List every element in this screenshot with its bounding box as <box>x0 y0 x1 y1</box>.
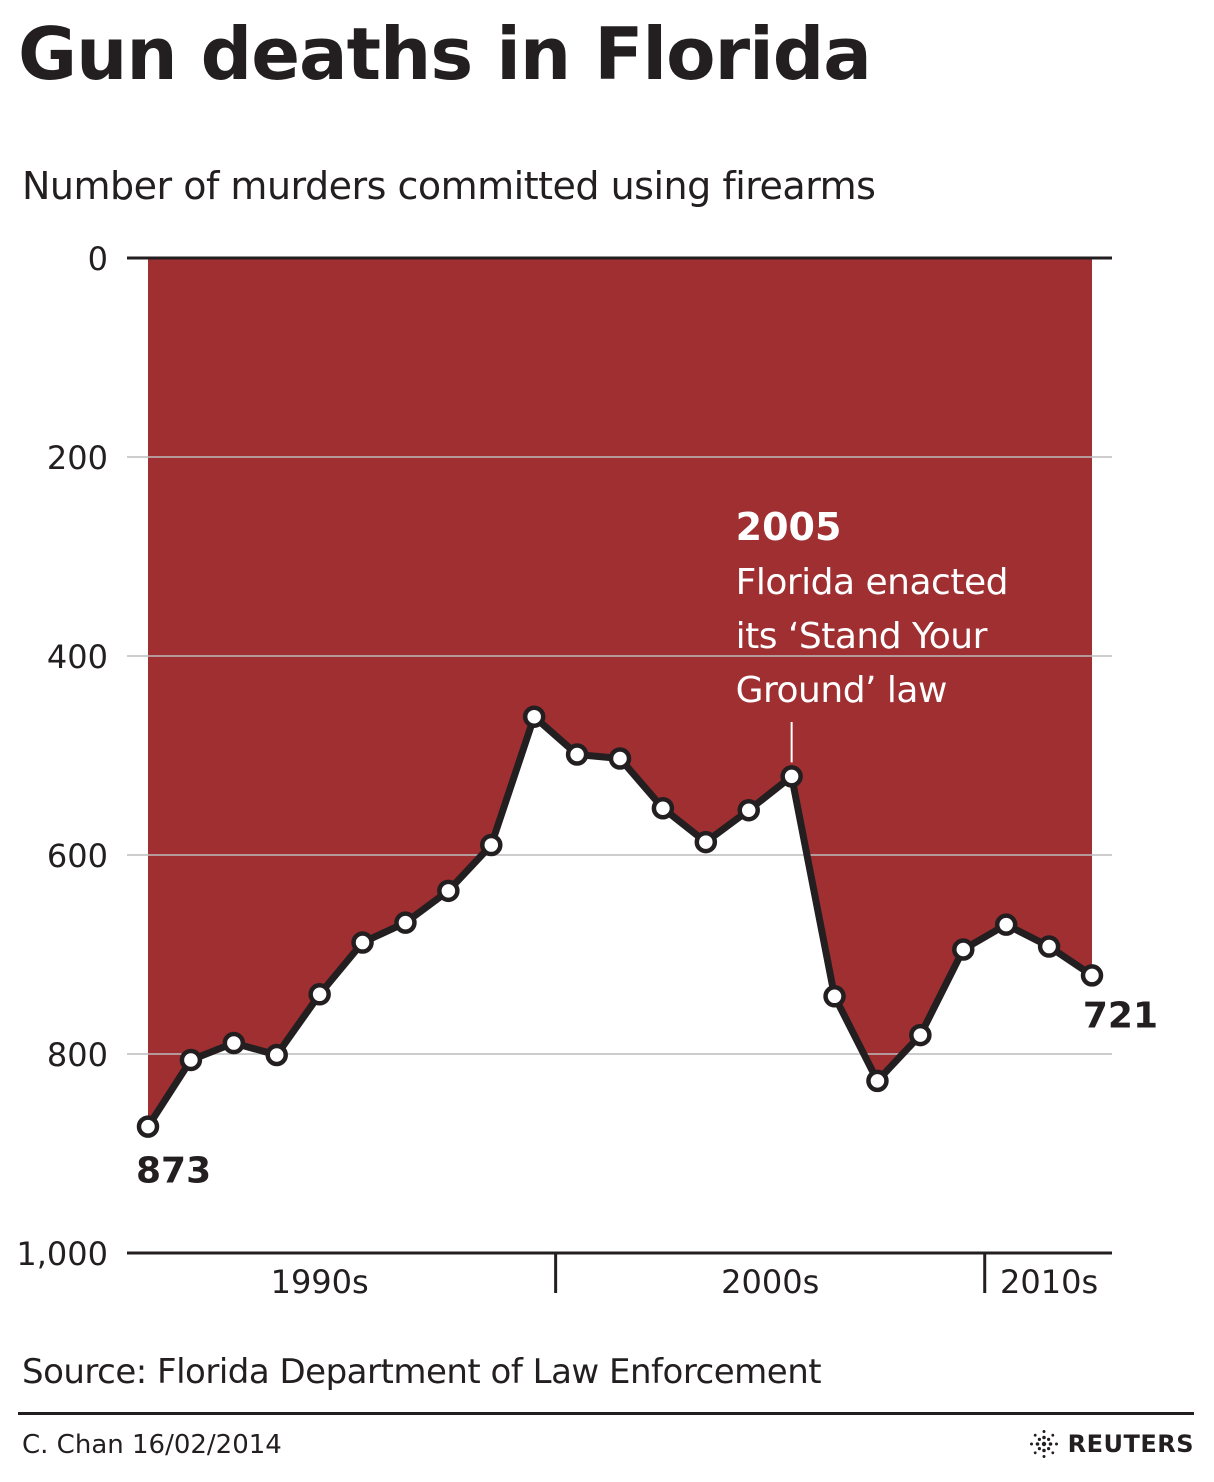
data-point <box>136 1115 160 1138</box>
x-tick-label: 1990s <box>271 1263 369 1301</box>
reuters-dot-logo-icon <box>1029 1430 1058 1458</box>
end-value-label: 721 <box>1083 995 1158 1036</box>
data-point <box>179 1048 203 1072</box>
data-point <box>694 830 718 854</box>
data-point <box>351 931 374 954</box>
x-tick-label: 2010s <box>1000 1263 1098 1301</box>
data-point <box>222 1031 246 1055</box>
data-point <box>1037 935 1061 958</box>
brand-logo: REUTERS <box>1028 1428 1194 1460</box>
data-point <box>437 879 460 903</box>
data-point <box>308 983 331 1006</box>
y-tick-label: 600 <box>47 837 108 875</box>
chart-plot: 0 200 400 600 800 1,000 1990s 2000s 2010s 873 721 2… <box>16 240 1158 1301</box>
y-tick-label: 0 <box>88 240 108 278</box>
data-point <box>651 796 675 820</box>
data-point <box>565 743 589 766</box>
data-point <box>909 1023 932 1047</box>
footer-divider <box>18 1412 1194 1415</box>
start-value-label: 873 <box>136 1151 211 1192</box>
annotation-year: 2005 <box>736 505 842 549</box>
data-point <box>480 833 503 857</box>
data-point <box>780 765 803 788</box>
y-tick-label: 1,000 <box>16 1235 108 1273</box>
data-point <box>737 798 760 822</box>
source-note: Source: Florida Department of Law Enforc… <box>22 1352 822 1392</box>
y-tick-label: 200 <box>47 439 108 477</box>
y-tick-label: 400 <box>47 638 108 676</box>
chart-title: Gun deaths in Florida <box>18 12 872 96</box>
annotation-text-line: its ‘Stand Your <box>736 616 988 657</box>
annotation-text-line: Ground’ law <box>736 670 947 711</box>
data-point <box>823 985 846 1008</box>
data-point <box>265 1043 288 1067</box>
data-point <box>522 705 546 728</box>
annotation-text-line: Florida enacted <box>736 562 1008 603</box>
data-point <box>994 913 1018 936</box>
y-tick-label: 800 <box>47 1036 108 1074</box>
data-point <box>394 911 417 934</box>
brand-name: REUTERS <box>1067 1430 1194 1458</box>
data-point <box>1080 964 1104 987</box>
area-fill <box>148 258 1092 1127</box>
x-tick-label: 2000s <box>721 1263 819 1301</box>
chart-subtitle: Number of murders committed using firear… <box>22 164 876 208</box>
data-point <box>952 938 975 961</box>
credit-line: C. Chan 16/02/2014 <box>22 1430 282 1460</box>
data-point <box>608 747 632 770</box>
data-point <box>866 1069 889 1093</box>
